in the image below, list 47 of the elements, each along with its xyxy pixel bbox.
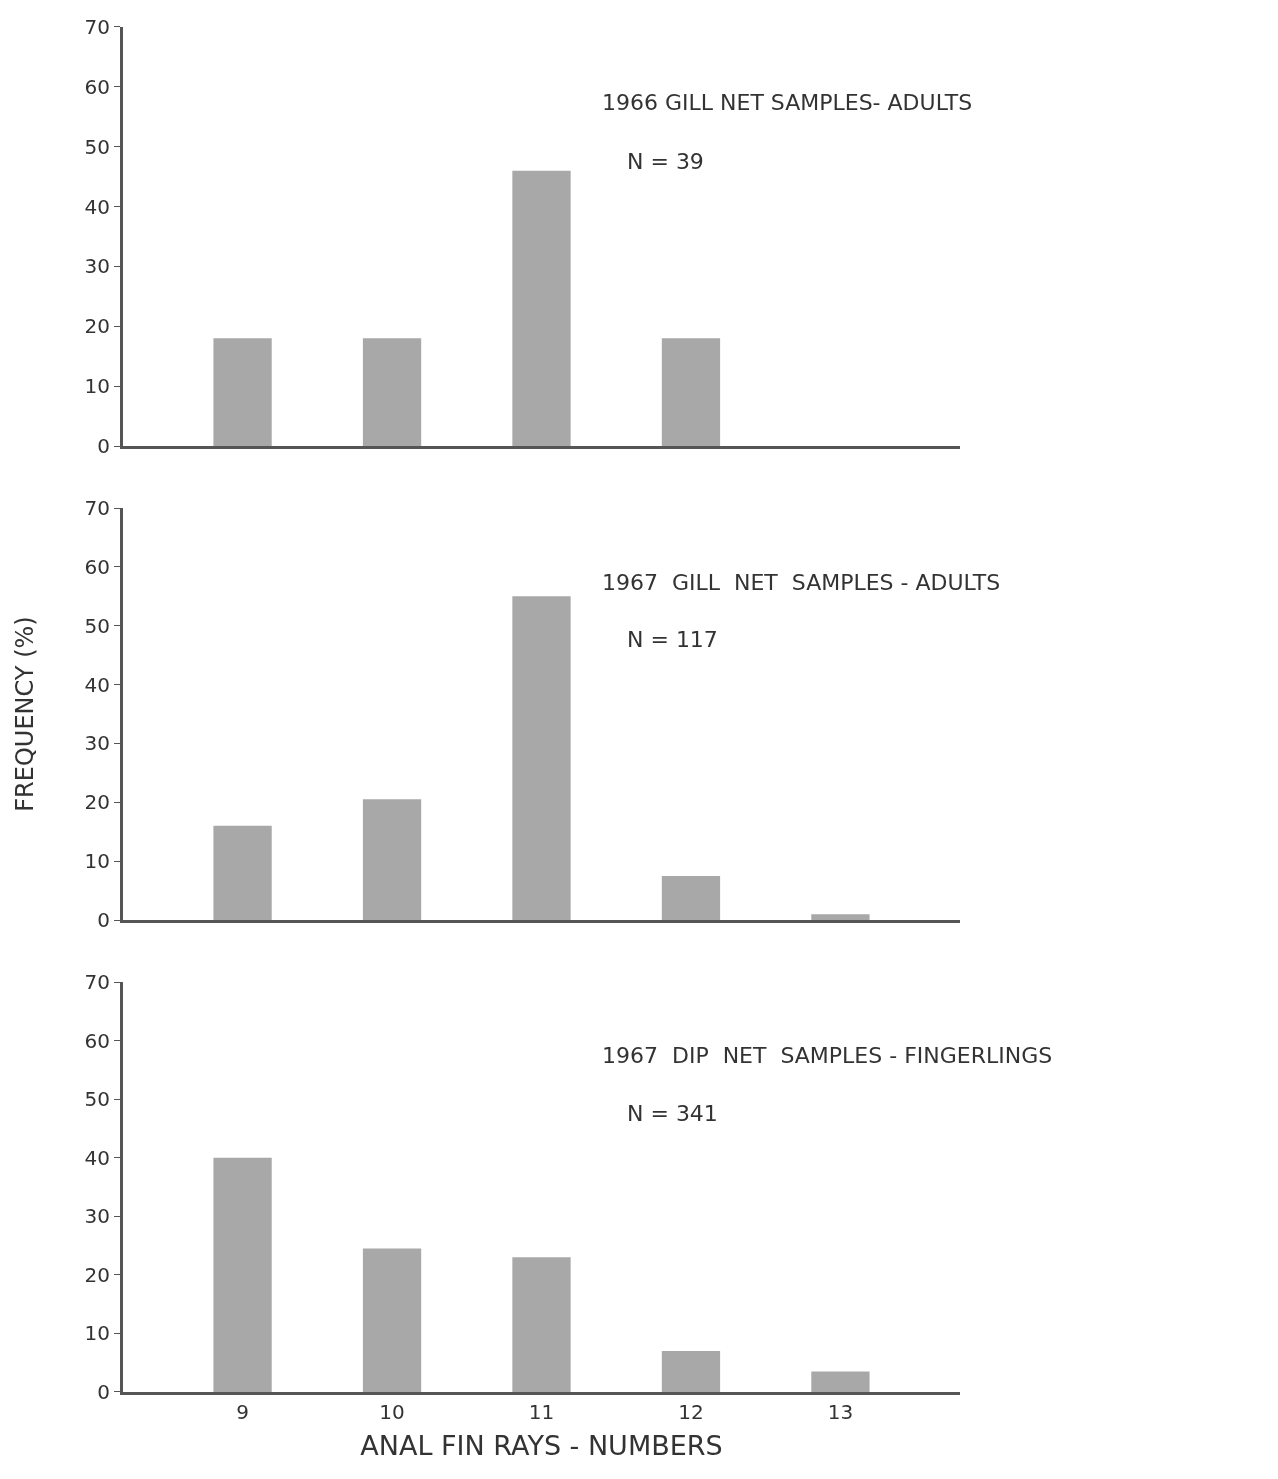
y-tick-label: 70 (84, 15, 110, 39)
bar (213, 825, 272, 921)
y-tick-label: 20 (84, 314, 110, 339)
y-tick-label: 60 (84, 74, 110, 99)
annotation: N = 39 (627, 149, 704, 174)
bar (362, 799, 422, 921)
y-tick-label: 40 (84, 672, 110, 697)
x-tick-label: 11 (528, 1400, 555, 1424)
text: 1967 DIP NET SAMPLES - FINGERLINGS (602, 1043, 1053, 1068)
y-tick-label: 30 (84, 254, 110, 279)
text: 1966 GILL NET SAMPLES- ADULTS (602, 90, 973, 115)
y-tick-label: 50 (84, 134, 110, 159)
y-tick-label: 0 (97, 1380, 110, 1404)
x-tick-label: 12 (678, 1400, 704, 1424)
y-tick-label: 60 (84, 1028, 110, 1053)
bar (661, 1351, 721, 1392)
bar (512, 596, 571, 921)
y-tick-label: 30 (84, 731, 110, 756)
y-tick-label: 0 (97, 908, 110, 933)
bar (362, 1248, 422, 1392)
y-tick-label: 10 (84, 374, 110, 399)
x-axis-title: ANAL FIN RAYS - NUMBERS (360, 1430, 723, 1462)
x-tick-label: 9 (236, 1400, 249, 1424)
y-axis-title: FREQUENCY (%) (10, 616, 39, 812)
y-tick-label: 70 (84, 970, 110, 995)
annotation: N = 341 (627, 1101, 718, 1126)
bar (512, 1257, 571, 1392)
bar (213, 1157, 272, 1392)
bar (811, 914, 870, 921)
annotation: N = 117 (627, 627, 718, 652)
y-tick-label: 30 (84, 1204, 110, 1229)
y-tick-label: 10 (84, 849, 110, 874)
y-tick-label: 20 (84, 1262, 110, 1287)
bar (661, 875, 721, 921)
y-tick-label: 40 (84, 194, 110, 219)
y-tick-label: 20 (84, 790, 110, 815)
bar (811, 1371, 870, 1392)
y-tick-label: 50 (84, 613, 110, 638)
y-tick-label: 50 (84, 1087, 110, 1112)
text: 1967 GILL NET SAMPLES - ADULTS (602, 570, 1001, 595)
y-tick-label: 70 (84, 496, 110, 521)
y-tick-label: 0 (97, 434, 110, 459)
x-tick-label: 10 (379, 1400, 405, 1424)
y-tick-label: 60 (84, 554, 110, 579)
x-tick-label: 13 (827, 1400, 854, 1424)
y-tick-label: 10 (84, 1321, 110, 1346)
y-tick-label: 40 (84, 1145, 110, 1170)
